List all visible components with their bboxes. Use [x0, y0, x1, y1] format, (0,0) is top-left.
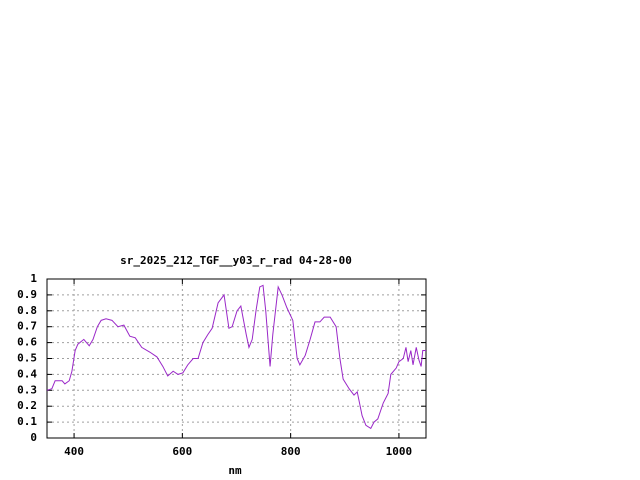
plot-border — [46, 278, 427, 439]
x-tick-label: 1000 — [386, 445, 413, 458]
y-tick-label: 0.3 — [17, 383, 37, 396]
y-tick-label: 0.9 — [17, 288, 37, 301]
y-tick-label: 0.1 — [17, 415, 37, 428]
x-tick-label: 800 — [281, 445, 301, 458]
y-tick-label: 0.8 — [17, 304, 37, 317]
y-tick-label: 0.5 — [17, 352, 37, 365]
line-series — [46, 284, 426, 430]
x-tick-label: 600 — [172, 445, 192, 458]
y-tick-label: 0.2 — [17, 399, 37, 412]
y-tick-label: 0 — [30, 431, 37, 444]
x-axis-label: nm — [228, 464, 242, 477]
y-tick-label: 0.7 — [17, 320, 37, 333]
y-tick-label: 0.4 — [17, 367, 37, 380]
chart-title: sr_2025_212_TGF__y03_r_rad 04-28-00 — [120, 254, 352, 267]
y-tick-label: 0.6 — [17, 336, 37, 349]
x-tick-label: 400 — [64, 445, 84, 458]
y-tick-label: 1 — [30, 272, 37, 285]
